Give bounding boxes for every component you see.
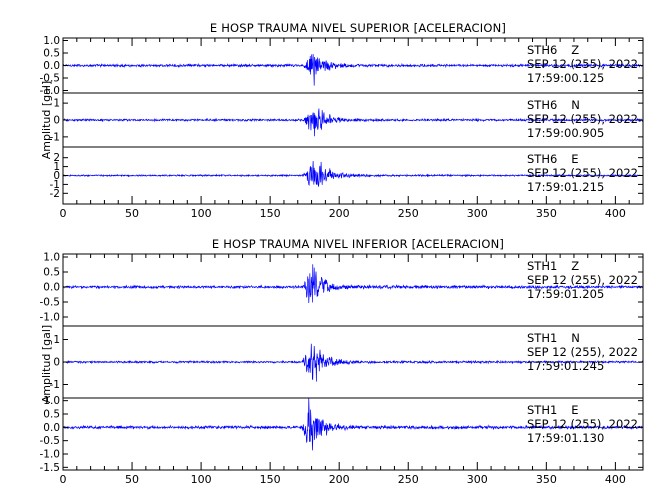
y-tick-label: 1 <box>53 98 60 110</box>
record-date: SEP 12 (255), 2022 <box>527 166 638 180</box>
y-tick-label: -1.0 <box>40 312 61 324</box>
record-time: 17:59:01.215 <box>527 180 604 194</box>
station-name: STH1 <box>527 331 557 345</box>
y-tick-label: -1 <box>50 379 60 391</box>
y-tick-label: 1 <box>53 161 60 173</box>
y-axis-label-inferior: Amplitud [gal] <box>40 325 53 403</box>
x-tick-label: 400 <box>605 473 626 486</box>
x-tick-label: 100 <box>191 473 212 486</box>
y-tick-label: 1.0 <box>43 252 60 264</box>
station-name: STH6 <box>527 152 557 166</box>
y-tick-label: 0.0 <box>43 422 60 434</box>
component-name: Z <box>571 43 579 57</box>
panel-title-inferior: E HOSP TRAUMA NIVEL INFERIOR [ACELERACIO… <box>212 237 504 251</box>
y-tick-label: -1.5 <box>40 462 61 474</box>
y-tick-label: -0.5 <box>40 435 61 447</box>
waveform-trace-sth6-e <box>62 161 644 187</box>
x-tick-label: 300 <box>467 473 488 486</box>
waveform-trace-sth6-z <box>62 54 644 86</box>
y-axis-label-superior: Amplitud [gal] <box>40 81 53 159</box>
y-tick-label: 0.0 <box>43 60 60 72</box>
y-tick-label: 0 <box>53 357 60 369</box>
y-tick-label: 0.5 <box>43 48 60 60</box>
record-date: SEP 12 (255), 2022 <box>527 57 638 71</box>
x-tick-label: 100 <box>191 207 212 220</box>
y-tick-label: -1 <box>50 179 60 191</box>
station-name: STH6 <box>527 43 557 57</box>
y-tick-label: -1 <box>50 131 60 143</box>
x-tick-label: 0 <box>60 207 67 220</box>
component-name: E <box>571 152 578 166</box>
component-name: Z <box>571 259 579 273</box>
component-name: N <box>571 98 580 112</box>
y-tick-label: 0.5 <box>43 267 60 279</box>
x-tick-label: 200 <box>329 473 350 486</box>
y-tick-label: 0 <box>53 115 60 127</box>
station-name: STH6 <box>527 98 557 112</box>
x-tick-label: 350 <box>536 207 557 220</box>
waveform-trace-sth6-n <box>62 108 644 137</box>
y-tick-label: 0.5 <box>43 409 60 421</box>
y-tick-label: -0.5 <box>40 297 61 309</box>
x-tick-label: 200 <box>329 207 350 220</box>
record-time: 17:59:00.905 <box>527 126 604 140</box>
y-tick-label: -1.0 <box>40 85 61 97</box>
record-time: 17:59:01.205 <box>527 287 604 301</box>
x-tick-label: 0 <box>60 473 67 486</box>
y-tick-label: 1.0 <box>43 395 60 407</box>
station-component-label: STH6 N <box>527 98 580 112</box>
record-date: SEP 12 (255), 2022 <box>527 112 638 126</box>
station-name: STH1 <box>527 403 557 417</box>
y-tick-label: 0 <box>53 170 60 182</box>
x-tick-label: 250 <box>398 207 419 220</box>
x-tick-label: 50 <box>125 207 139 220</box>
y-tick-label: 2 <box>53 152 60 164</box>
station-component-label: STH1 E <box>527 403 579 417</box>
x-tick-label: 250 <box>398 473 419 486</box>
x-tick-label: 150 <box>260 473 281 486</box>
record-date: SEP 12 (255), 2022 <box>527 273 638 287</box>
waveform-trace-sth1-e <box>62 397 644 451</box>
station-name: STH1 <box>527 259 557 273</box>
waveform-trace-sth1-z <box>62 264 644 304</box>
record-date: SEP 12 (255), 2022 <box>527 345 638 359</box>
y-tick-label: -1.0 <box>40 449 61 461</box>
record-time: 17:59:01.130 <box>527 431 604 445</box>
record-date: SEP 12 (255), 2022 <box>527 417 638 431</box>
x-tick-label: 350 <box>536 473 557 486</box>
waveform-trace-sth1-n <box>62 343 644 382</box>
station-component-label: STH6 E <box>527 152 579 166</box>
x-tick-label: 400 <box>605 207 626 220</box>
station-component-label: STH6 Z <box>527 43 579 57</box>
x-tick-label: 300 <box>467 207 488 220</box>
y-tick-label: 1 <box>53 334 60 346</box>
record-time: 17:59:00.125 <box>527 71 604 85</box>
x-tick-label: 150 <box>260 207 281 220</box>
component-name: E <box>571 403 578 417</box>
station-component-label: STH1 N <box>527 331 580 345</box>
record-time: 17:59:01.245 <box>527 359 604 373</box>
station-component-label: STH1 Z <box>527 259 579 273</box>
y-tick-label: -2 <box>50 188 60 200</box>
component-name: N <box>571 331 580 345</box>
panel-title-superior: E HOSP TRAUMA NIVEL SUPERIOR [ACELERACIO… <box>210 21 506 35</box>
y-tick-label: -0.5 <box>40 73 61 85</box>
y-tick-label: 1.0 <box>43 35 60 47</box>
y-tick-label: 0.0 <box>43 282 60 294</box>
x-tick-label: 50 <box>125 473 139 486</box>
